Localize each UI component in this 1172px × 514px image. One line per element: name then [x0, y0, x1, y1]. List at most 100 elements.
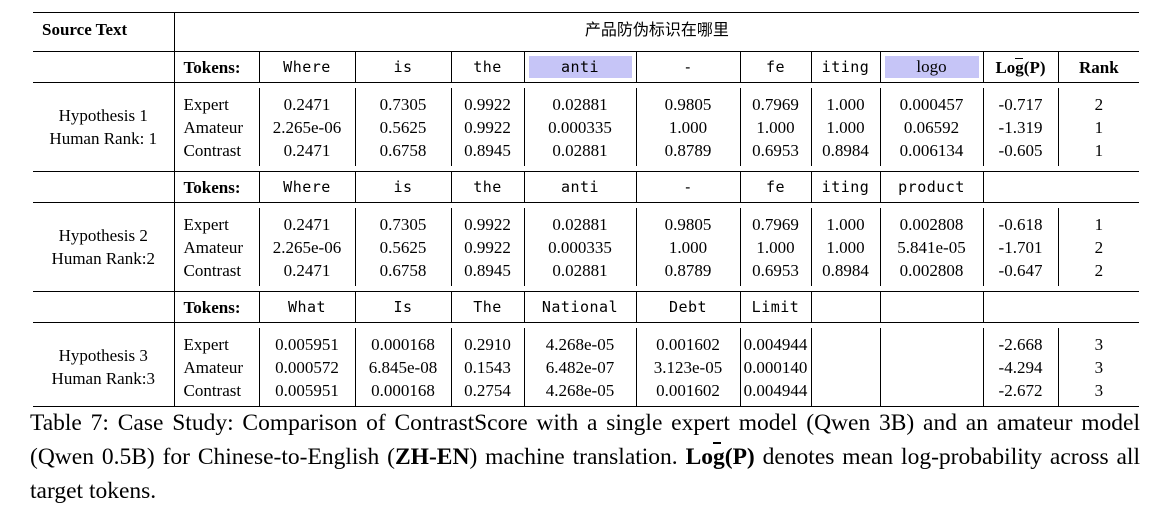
prob-cell-value: [881, 333, 983, 356]
rank-header-blank: [1058, 291, 1140, 323]
caption-suffix: denotes mean log-probability across all …: [30, 444, 1140, 504]
prob-cell: [810, 328, 880, 407]
prob-cell-value: 0.02881: [552, 214, 608, 234]
prob-cell: 0.9922 0.9922 0.8945: [450, 88, 524, 166]
prob-cell-value: 0.000335: [548, 237, 612, 257]
prob-cell-value: 0.8984: [822, 140, 869, 160]
hypothesis-name: Hypothesis 3: [58, 346, 148, 365]
token-cell: -: [635, 51, 740, 83]
prob-cell-value: 0.002808: [899, 260, 964, 280]
prob-cell-value: 0.8789: [664, 260, 712, 280]
token-cell: logo: [879, 51, 983, 83]
prob-cell: 0.2471 2.265e-06 0.2471: [258, 208, 355, 286]
prob-cell-value: 0.2910: [464, 334, 511, 354]
prob-cell-value: 2.265e-06: [272, 237, 342, 257]
logp-cell: -2.668 -4.294 -2.672: [982, 328, 1058, 407]
prob-cell-value: 0.9922: [464, 214, 511, 234]
rank-cell: 1 2 2: [1057, 208, 1140, 286]
prob-cell: 1.000 1.000 0.8984: [810, 88, 880, 166]
prob-cell-value: 0.001602: [656, 380, 720, 400]
prob-cell-value: 0.6953: [752, 260, 799, 280]
prob-cell-value: 0.5625: [379, 237, 427, 257]
logp-header-blank: [982, 171, 1058, 203]
prob-cell-value: 0.9922: [464, 94, 511, 114]
prob-cell: 0.000457 0.06592 0.006134: [879, 88, 983, 166]
prob-cell-value: 0.8945: [464, 260, 511, 280]
tokens-row: Tokens: Where is the anti - fe iting product: [33, 171, 1140, 203]
logp-cell-value: -4.294: [998, 357, 1043, 377]
prob-cell-value: 0.7305: [379, 94, 427, 114]
model-name-value: Amateur: [183, 117, 243, 137]
prob-cell-value: 0.9805: [664, 214, 712, 234]
prob-cell-value: 1.000: [826, 117, 865, 137]
prob-cell-value: 0.8945: [464, 140, 511, 160]
prob-cell-value: 0.6758: [379, 260, 427, 280]
token-cell: product: [879, 171, 983, 203]
token-cell: is: [354, 51, 451, 83]
model-name-value: Amateur: [183, 237, 243, 257]
prob-cell-value: 1.000: [668, 117, 708, 137]
tokens-label: Tokens:: [174, 51, 259, 83]
prob-cell: 4.268e-05 6.482e-07 4.268e-05: [523, 328, 636, 407]
rank-cell: 3 3 3: [1057, 328, 1140, 407]
tokens-row: Tokens: What Is The National Debt Limit: [33, 291, 1140, 323]
model-name-value: Expert: [183, 94, 229, 114]
prob-cell-value: 0.2471: [283, 214, 331, 234]
logp-cell-value: -1.319: [998, 117, 1043, 137]
rank-cell-value: 1: [1094, 214, 1104, 234]
prob-cell-value: [881, 356, 983, 379]
prob-cell-value: 0.6758: [379, 140, 427, 160]
rank-header: Rank: [1057, 51, 1140, 83]
source-label: Source Text: [33, 12, 175, 46]
tokens-row-blank: [33, 171, 175, 203]
prob-cell-value: 0.002808: [899, 214, 964, 234]
prob-cell-value: 0.9922: [464, 237, 511, 257]
logp-cell-value: -0.717: [998, 94, 1043, 114]
token-cell: is: [354, 171, 451, 203]
logp-header-blank: [982, 291, 1058, 323]
prob-cell-value: 1.000: [826, 94, 865, 114]
prob-cell-value: 3.123e-05: [653, 357, 723, 377]
tokens-label: Tokens:: [174, 291, 259, 323]
hypothesis-label: Hypothesis 1 Human Rank: 1: [33, 88, 175, 166]
prob-cell-value: 0.7969: [752, 214, 799, 234]
model-name: Expert Amateur Contrast: [174, 208, 259, 286]
prob-cell: 0.9922 0.9922 0.8945: [450, 208, 524, 286]
token-cell: the: [450, 171, 524, 203]
table-caption: Table 7: Case Study: Comparison of Contr…: [30, 406, 1140, 508]
hypothesis-block: Hypothesis 2 Human Rank:2 Expert Amateur Con…: [33, 208, 1140, 286]
prob-cell-value: 0.2471: [283, 260, 331, 280]
prob-cell: 0.005951 0.000572 0.005951: [258, 328, 355, 407]
token-cell: What: [258, 291, 355, 323]
prob-cell: 0.2471 2.265e-06 0.2471: [258, 88, 355, 166]
model-name: Expert Amateur Contrast: [174, 328, 259, 407]
logp-cell: -0.717 -1.319 -0.605: [982, 88, 1058, 166]
case-study-table: Source Text 产品防伪标识在哪里 Tokens: Where is the a…: [33, 12, 1140, 407]
rank-cell-value: 3: [1094, 357, 1104, 377]
hypothesis-block: Hypothesis 3 Human Rank:3 Expert Amateur Con…: [33, 328, 1140, 407]
hypothesis-name: Hypothesis 1: [58, 106, 148, 125]
prob-cell: 0.9805 1.000 0.8789: [635, 88, 740, 166]
tokens-row-blank: [33, 51, 175, 83]
model-name-value: Contrast: [183, 140, 242, 160]
token-cell: iting: [810, 171, 880, 203]
prob-cell: 0.2910 0.1543 0.2754: [450, 328, 524, 407]
prob-cell: 0.7305 0.5625 0.6758: [354, 88, 451, 166]
prob-cell-value: 0.005951: [275, 380, 339, 400]
prob-cell: 0.02881 0.000335 0.02881: [523, 208, 636, 286]
logp-cell-value: -1.701: [998, 237, 1043, 257]
prob-cell-value: 0.000168: [371, 334, 435, 354]
prob-cell-value: 0.02881: [552, 260, 608, 280]
caption-logp: Log(P): [685, 442, 755, 470]
prob-cell-value: 5.841e-05: [897, 237, 966, 257]
model-name-value: Amateur: [183, 357, 243, 377]
token-cell: anti: [523, 171, 636, 203]
human-rank: Human Rank:3: [51, 369, 155, 388]
logp-cell-value: -0.647: [998, 260, 1043, 280]
human-rank: Human Rank:2: [51, 249, 155, 268]
rank-cell: 2 1 1: [1057, 88, 1140, 166]
caption-middle: ) machine translation.: [469, 444, 686, 470]
prob-cell-value: 0.2471: [283, 94, 331, 114]
logp-header: Log(P): [982, 51, 1058, 83]
token-cell: Debt: [635, 291, 740, 323]
